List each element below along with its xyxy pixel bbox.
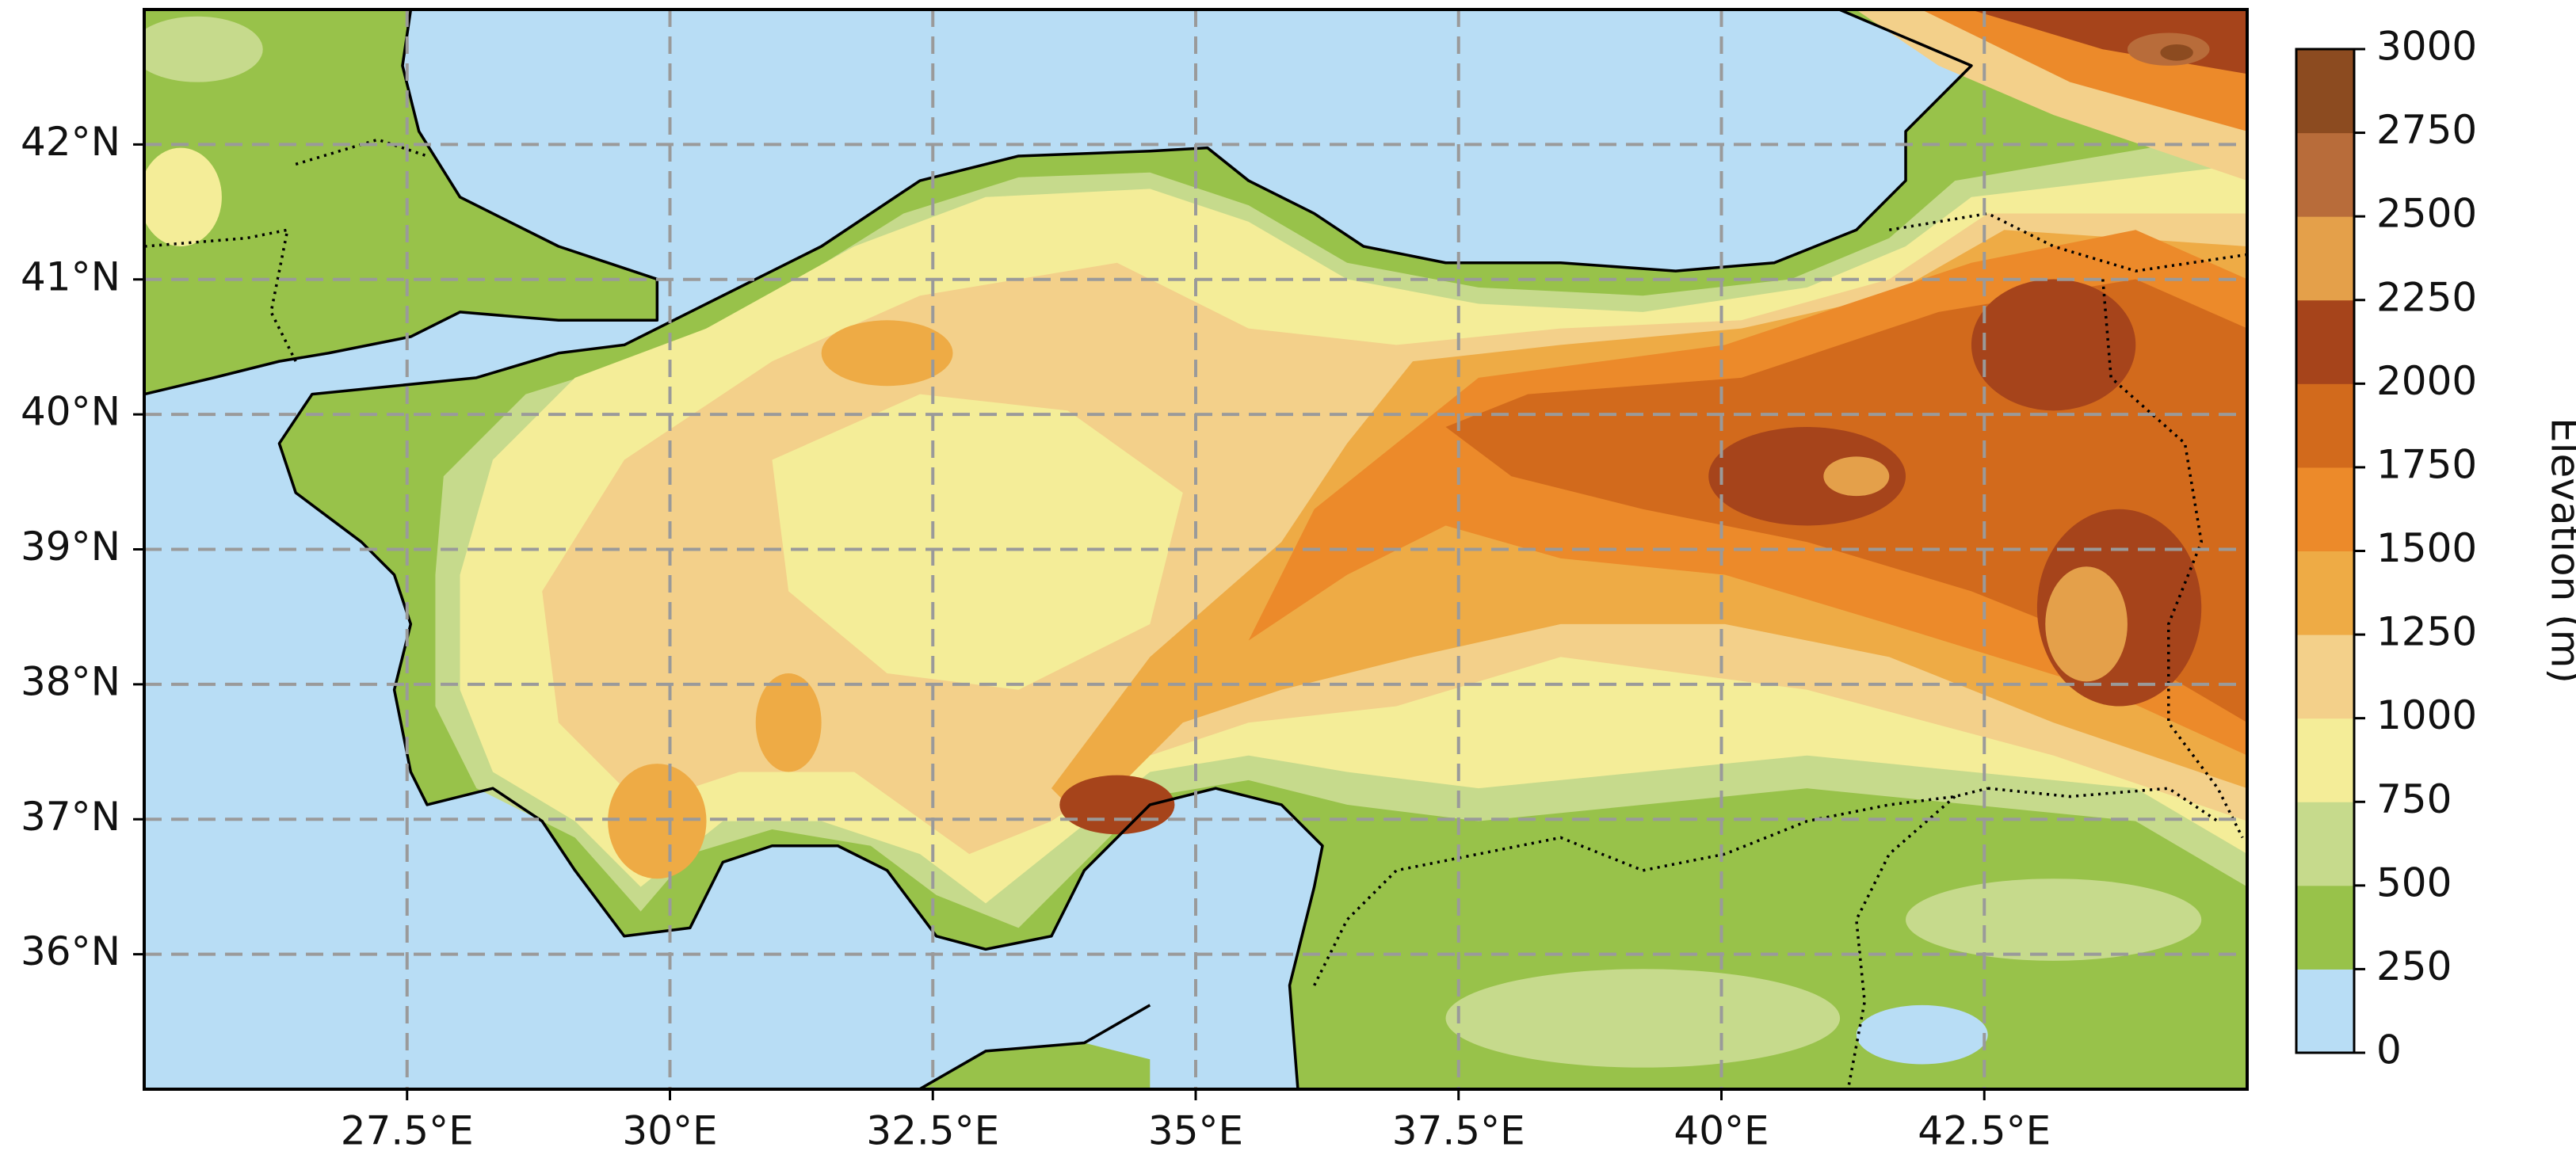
colorbar-band — [2296, 300, 2354, 384]
band — [2160, 44, 2192, 61]
colorbar-tick-label: 1750 — [2376, 441, 2477, 487]
colorbar-tick-label: 2000 — [2376, 358, 2477, 404]
y-tick-label: 40°N — [21, 389, 120, 435]
colorbar-band — [2296, 886, 2354, 970]
y-tick-label: 41°N — [21, 253, 120, 299]
colorbar-tick-label: 0 — [2376, 1027, 2402, 1073]
colorbar-tick-label: 1500 — [2376, 525, 2477, 571]
colorbar-band — [2296, 969, 2354, 1053]
band — [608, 764, 706, 878]
colorbar-band — [2296, 467, 2354, 551]
colorbar-tick-label: 2500 — [2376, 191, 2477, 237]
upland — [139, 148, 222, 246]
band — [1059, 776, 1174, 835]
colorbar-band — [2296, 802, 2354, 886]
colorbar-tick-label: 500 — [2376, 859, 2452, 905]
y-tick-label: 39°N — [21, 524, 120, 570]
lowland — [1446, 969, 1841, 1067]
colorbar-band — [2296, 718, 2354, 802]
lowland — [1906, 878, 2201, 961]
band — [1823, 456, 1889, 496]
x-tick-label: 27.5°E — [341, 1108, 474, 1154]
colorbar-tick-label: 750 — [2376, 776, 2452, 822]
lowland — [132, 17, 263, 82]
band — [2045, 566, 2128, 681]
x-tick-label: 35°E — [1148, 1108, 1243, 1154]
band — [756, 673, 822, 772]
colorbar-tick-label: 2750 — [2376, 107, 2477, 153]
y-tick-label: 42°N — [21, 119, 120, 165]
colorbar-band — [2296, 216, 2354, 300]
y-tick-label: 36°N — [21, 928, 120, 974]
y-tick-label: 38°N — [21, 658, 120, 704]
colorbar-band — [2296, 133, 2354, 217]
x-tick-label: 40°E — [1673, 1108, 1769, 1154]
x-tick-label: 42.5°E — [1918, 1108, 2051, 1154]
colorbar-tick-label: 1000 — [2376, 692, 2477, 738]
colorbar-tick-label: 1250 — [2376, 609, 2477, 655]
colorbar-tick-label: 2250 — [2376, 274, 2477, 320]
x-tick-label: 32.5°E — [866, 1108, 999, 1154]
colorbar-tick-label: 3000 — [2376, 24, 2477, 70]
colorbar-tick-label: 250 — [2376, 943, 2452, 989]
x-tick-label: 30°E — [622, 1108, 717, 1154]
colorbar-label: Elevation (m) — [2543, 417, 2576, 684]
colorbar-band — [2296, 49, 2354, 133]
x-tick-label: 37.5°E — [1392, 1108, 1525, 1154]
y-tick-label: 37°N — [21, 794, 120, 840]
colorbar-band — [2296, 383, 2354, 467]
lake — [1857, 1005, 1988, 1065]
band — [1971, 279, 2135, 410]
colorbar-band — [2296, 635, 2354, 718]
colorbar-band — [2296, 551, 2354, 635]
